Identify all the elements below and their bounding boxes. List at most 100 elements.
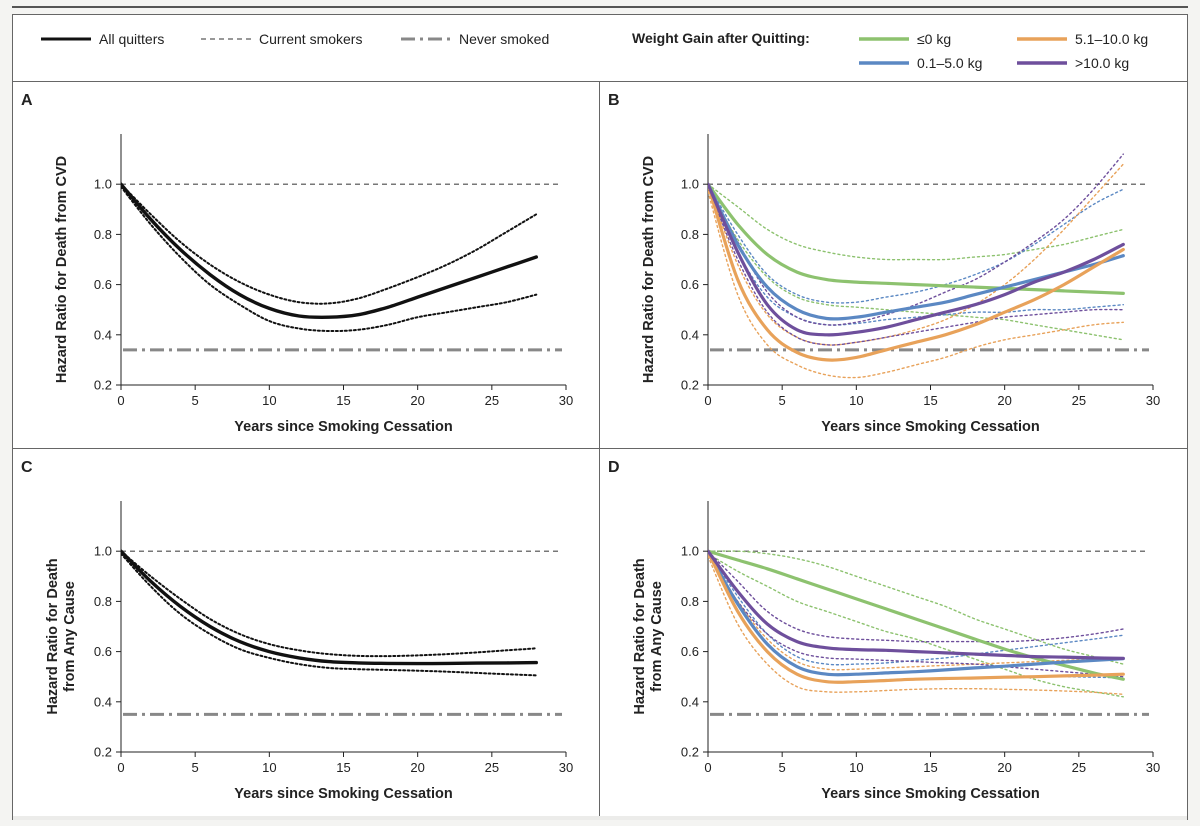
ci-lower-line (708, 553, 1124, 698)
panel-d: D 0.2 0.4 0.6 0.8 1.0 0 5 10 15 20 25 30 Years since… (600, 449, 1187, 816)
ci-lower-line (121, 552, 538, 677)
x-tick-label: 10 (262, 760, 276, 775)
y-tick-label: 0.2 (94, 378, 112, 393)
x-tick-label: 25 (1072, 393, 1086, 408)
ci-upper-line (708, 550, 1124, 666)
x-tick-label: 30 (559, 393, 573, 408)
series-line (708, 549, 1125, 660)
x-tick-label: 25 (1072, 760, 1086, 775)
x-tick-label: 25 (485, 760, 499, 775)
panel-a-chart: 0.2 0.4 0.6 0.8 1.0 0 5 10 15 20 25 30 Years since S… (54, 134, 573, 435)
x-tick-label: 30 (1146, 393, 1160, 408)
series-line (708, 549, 1125, 677)
panel-a: A 0.2 0.4 0.6 0.8 1.0 0 5 10 15 20 25 30 Years since… (13, 82, 600, 449)
panel-d-chart: 0.2 0.4 0.6 0.8 1.0 0 5 10 15 20 25 30 Years since S… (632, 501, 1160, 802)
y-axis-label: Hazard Ratio for Death from CVD (641, 156, 657, 383)
x-tick-label: 20 (410, 393, 424, 408)
y-axis-label: from Any Cause (62, 581, 78, 692)
ci-upper-line (708, 183, 1124, 304)
y-axis-label: Hazard Ratio for Death (45, 558, 61, 714)
legend-group-5-10: 5.1–10.0 kg (1017, 31, 1148, 47)
x-tick-label: 10 (849, 393, 863, 408)
y-axis-label: from Any Cause (649, 581, 665, 692)
y-tick-label: 0.8 (94, 227, 112, 242)
y-tick-label: 0.4 (681, 694, 699, 709)
legend-all-quitters: All quitters (41, 31, 164, 47)
x-tick-label: 0 (117, 760, 124, 775)
y-tick-label: 1.0 (681, 544, 699, 559)
legend-never-smoked-label: Never smoked (459, 31, 550, 47)
ci-lower-line (708, 186, 1124, 341)
series-line (708, 549, 1125, 681)
series-group (121, 549, 538, 677)
x-tick-label: 15 (336, 393, 350, 408)
legend-never-smoked: Never smoked (401, 31, 549, 47)
panel-c: C 0.2 0.4 0.6 0.8 1.0 0 5 10 15 20 25 30 Years since… (13, 449, 600, 816)
ci-upper-line (708, 163, 1124, 346)
y-tick-label: 0.8 (681, 594, 699, 609)
x-tick-label: 20 (997, 760, 1011, 775)
legend: All quitters Current smokers Never smoke… (13, 15, 1187, 82)
x-tick-label: 10 (849, 760, 863, 775)
legend-never-smoked-swatch (401, 37, 451, 41)
legend-group-0-5-label: 0.1–5.0 kg (917, 55, 983, 71)
x-tick-label: 5 (779, 393, 786, 408)
x-axis-label: Years since Smoking Cessation (821, 419, 1039, 435)
y-tick-label: 0.4 (94, 327, 112, 342)
ci-lower-line (708, 186, 1124, 346)
panel-b: B 0.2 0.4 0.6 0.8 1.0 0 5 10 15 20 25 30 Years since… (600, 82, 1187, 449)
top-rule (12, 6, 1188, 8)
figure: All quitters Current smokers Never smoke… (12, 14, 1188, 820)
y-tick-label: 1.0 (94, 544, 112, 559)
x-tick-label: 0 (117, 393, 124, 408)
y-axis-label: Hazard Ratio for Death (632, 558, 648, 714)
series-group (121, 182, 538, 333)
y-tick-label: 0.2 (681, 378, 699, 393)
x-axis-label: Years since Smoking Cessation (234, 786, 452, 802)
panel-a-letter: A (21, 92, 33, 109)
series-line (708, 182, 1125, 362)
y-tick-label: 1.0 (681, 177, 699, 192)
legend-all-quitters-label: All quitters (99, 31, 165, 47)
x-tick-label: 5 (192, 393, 199, 408)
legend-current-smokers-swatch (201, 38, 251, 40)
legend-weight-title: Weight Gain after Quitting: (632, 30, 810, 46)
y-tick-label: 0.6 (681, 277, 699, 292)
legend-current-smokers-label: Current smokers (259, 31, 363, 47)
y-tick-label: 0.2 (681, 745, 699, 760)
y-tick-label: 0.6 (94, 644, 112, 659)
panel-b-letter: B (608, 92, 620, 109)
x-tick-label: 15 (336, 760, 350, 775)
panel-c-chart: 0.2 0.4 0.6 0.8 1.0 0 5 10 15 20 25 30 Years since S… (45, 501, 573, 802)
ci-lower-line (708, 555, 1124, 695)
y-tick-label: 0.4 (681, 327, 699, 342)
series-group (708, 153, 1125, 379)
legend-group-5-10-label: 5.1–10.0 kg (1075, 31, 1149, 47)
ci-upper-line (708, 550, 1124, 665)
x-tick-label: 0 (704, 393, 711, 408)
ci-upper-line (121, 550, 538, 658)
legend-group-0-5-swatch (859, 61, 909, 65)
ci-upper-line (708, 153, 1124, 326)
panel-c-letter: C (21, 459, 33, 476)
y-axis-label: Hazard Ratio for Death from CVD (54, 156, 70, 383)
legend-group-gt10: >10.0 kg (1017, 55, 1129, 71)
legend-group-le0: ≤0 kg (859, 31, 951, 47)
ci-upper-line (121, 183, 538, 305)
y-tick-label: 0.4 (94, 694, 112, 709)
x-tick-label: 0 (704, 760, 711, 775)
x-tick-label: 5 (779, 760, 786, 775)
ci-lower-line (708, 186, 1124, 326)
x-axis-label: Years since Smoking Cessation (234, 419, 452, 435)
legend-group-le0-swatch (859, 37, 909, 41)
x-tick-label: 30 (1146, 760, 1160, 775)
legend-group-0-5: 0.1–5.0 kg (859, 55, 982, 71)
ci-lower-line (121, 185, 538, 333)
series-line (121, 182, 538, 319)
bottom-band (13, 816, 1187, 820)
legend-all-quitters-swatch (41, 37, 91, 41)
x-tick-label: 5 (192, 760, 199, 775)
x-tick-label: 30 (559, 760, 573, 775)
x-tick-label: 20 (997, 393, 1011, 408)
y-tick-label: 0.6 (681, 644, 699, 659)
